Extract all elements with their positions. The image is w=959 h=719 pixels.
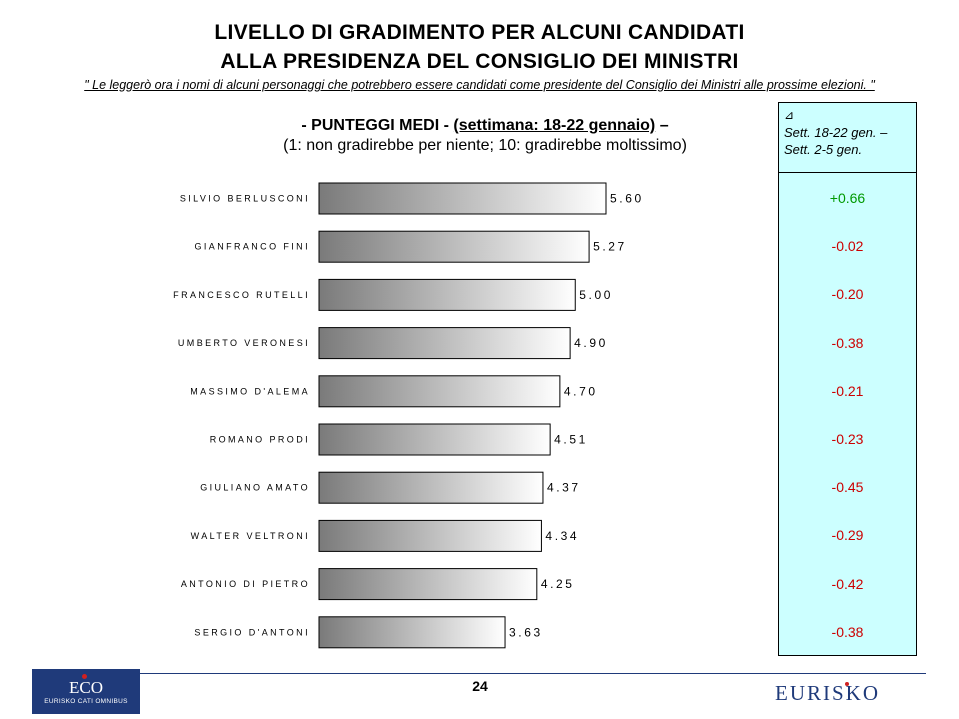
- bar: [318, 327, 571, 360]
- delta-value: -0.20: [831, 286, 864, 303]
- bar-group: SILVIO BERLUSCONI 5.60 GIANFRANCO FINI 5.27…: [173, 182, 644, 649]
- category-label: SILVIO BERLUSCONI: [180, 194, 310, 204]
- delta-value: +0.66: [829, 190, 866, 206]
- category-label: WALTER VELTRONI: [191, 531, 310, 541]
- value-label: 4.51: [554, 433, 588, 447]
- delta-header: ⊿ Sett. 18-22 gen. – Sett. 2-5 gen.: [779, 103, 916, 173]
- value-label: 3.63: [509, 625, 543, 639]
- category-label: ANTONIO DI PIETRO: [181, 579, 310, 589]
- category-label: MASSIMO D'ALEMA: [190, 386, 310, 396]
- chart-subtitle: - PUNTEGGI MEDI - (settimana: 18-22 genn…: [190, 116, 780, 156]
- delta-header-line-1: Sett. 18-22 gen. –: [784, 125, 888, 140]
- bar: [318, 616, 506, 649]
- delta-symbol-icon: ⊿: [784, 108, 795, 122]
- eurisko-logo: EURISKO: [775, 681, 881, 705]
- delta-value: -0.42: [831, 575, 864, 592]
- category-label: ROMANO PRODI: [210, 435, 310, 445]
- title-line-2: ALLA PRESIDENZA DEL CONSIGLIO DEI MINIST…: [220, 50, 739, 73]
- value-label: 4.70: [564, 384, 598, 398]
- value-label: 5.60: [610, 192, 644, 206]
- eco-logo-dot: [82, 674, 87, 679]
- bar: [318, 519, 542, 552]
- delta-value: -0.02: [831, 238, 864, 255]
- eco-logo-main: ECO: [69, 678, 103, 697]
- delta-header-line-2: Sett. 2-5 gen.: [784, 142, 863, 157]
- eurisko-logo-dot: [845, 682, 849, 686]
- value-label: 4.90: [574, 336, 608, 350]
- bar: [318, 278, 576, 311]
- bar: [318, 230, 590, 263]
- title-line-1: LIVELLO DI GRADIMENTO PER ALCUNI CANDIDA…: [214, 21, 745, 44]
- question-quote: " Le leggerò ora i nomi di alcuni person…: [84, 78, 875, 92]
- eco-logo: ECO EURISKO CATI OMNIBUS: [32, 669, 140, 714]
- subtitle-dash: –: [659, 117, 669, 134]
- bar: [318, 375, 561, 408]
- bar: [318, 423, 551, 456]
- footer-divider: [140, 673, 926, 674]
- value-label: 4.25: [541, 577, 575, 591]
- delta-value: -0.38: [831, 623, 864, 640]
- delta-value: -0.29: [831, 527, 864, 544]
- delta-value: -0.23: [831, 431, 864, 447]
- category-label: FRANCESCO RUTELLI: [173, 290, 310, 300]
- category-label: GIANFRANCO FINI: [194, 242, 310, 252]
- delta-value: -0.45: [831, 479, 864, 496]
- delta-panel: ⊿ Sett. 18-22 gen. – Sett. 2-5 gen. +0.6…: [778, 102, 917, 656]
- page-number: 24: [472, 678, 488, 694]
- subtitle-scale: (1: non gradirebbe per niente; 10: gradi…: [283, 137, 687, 154]
- category-label: GIULIANO AMATO: [200, 483, 310, 493]
- value-label: 4.37: [547, 481, 581, 495]
- value-label: 5.00: [579, 288, 613, 302]
- subtitle-bold: - PUNTEGGI MEDI -: [301, 117, 449, 134]
- subtitle-period: (settimana: 18-22 gennaio): [453, 117, 656, 134]
- delta-value: -0.21: [831, 382, 864, 399]
- bar-chart: SILVIO BERLUSCONI 5.60 GIANFRANCO FINI 5.27…: [173, 182, 644, 649]
- bar: [318, 471, 544, 504]
- delta-value: -0.38: [831, 334, 864, 351]
- value-label: 4.34: [545, 529, 579, 543]
- value-label: 5.27: [593, 240, 627, 254]
- category-label: SERGIO D'ANTONI: [194, 627, 310, 637]
- eco-logo-sub: EURISKO CATI OMNIBUS: [44, 698, 128, 705]
- bar: [318, 182, 607, 215]
- bar: [318, 568, 538, 601]
- category-label: UMBERTO VERONESI: [178, 338, 310, 348]
